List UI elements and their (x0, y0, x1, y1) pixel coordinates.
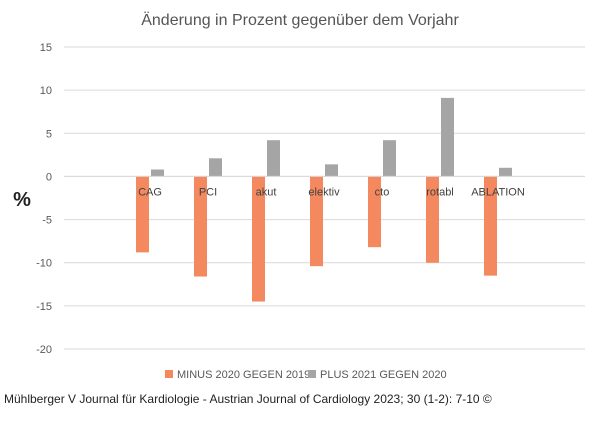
y-tick-label: -15 (36, 301, 52, 313)
category-label: elektiv (308, 186, 340, 198)
legend-swatch (165, 370, 173, 378)
y-tick-label: 5 (46, 128, 52, 140)
category-label: ABLATION (471, 186, 525, 198)
chart-title: Änderung in Prozent gegenüber dem Vorjah… (141, 11, 459, 29)
bar-minus-2020 (426, 176, 439, 263)
y-tick-label: 10 (40, 85, 52, 97)
y-axis-label: % (13, 189, 31, 211)
bar-minus-2020 (252, 176, 265, 302)
y-tick-label: -5 (42, 215, 52, 227)
y-tick-label: -20 (36, 344, 52, 356)
bar-plus-2021 (267, 140, 280, 177)
bar-plus-2021 (209, 158, 222, 177)
legend-label: MINUS 2020 GEGEN 2019 (177, 369, 310, 381)
category-label: cto (375, 186, 390, 198)
bar-plus-2021 (383, 140, 396, 177)
y-axis-ticks: 15 10 5 0 -5 -10 -15 -20 (36, 42, 52, 356)
citation-text: Mühlberger V Journal für Kardiologie - A… (4, 392, 492, 406)
category-labels: CAG PCI akut elektiv cto rotabl ABLATION (138, 186, 525, 198)
bar-plus-2021 (151, 169, 164, 177)
bar-minus-2020 (194, 176, 207, 277)
category-label: rotabl (426, 186, 454, 198)
y-tick-label: 15 (40, 42, 52, 54)
bar-plus-2021 (441, 97, 454, 177)
y-tick-label: 0 (46, 171, 52, 183)
category-label: akut (256, 186, 277, 198)
chart-container: Änderung in Prozent gegenüber dem Vorjah… (13, 11, 585, 381)
y-tick-label: -10 (36, 258, 52, 270)
legend-swatch (308, 370, 316, 378)
bar-minus-2020 (310, 176, 323, 267)
bars (136, 97, 512, 302)
bar-minus-2020 (484, 176, 497, 276)
bar-minus-2020 (136, 176, 149, 253)
bar-minus-2020 (368, 176, 381, 248)
legend-label: PLUS 2021 GEGEN 2020 (320, 369, 447, 381)
bar-plus-2021 (499, 167, 512, 177)
legend: MINUS 2020 GEGEN 2019 PLUS 2021 GEGEN 202… (165, 369, 447, 381)
category-label: CAG (138, 186, 162, 198)
bar-plus-2021 (325, 164, 338, 177)
bar-chart: Änderung in Prozent gegenüber dem Vorjah… (13, 11, 585, 381)
category-label: PCI (199, 186, 217, 198)
